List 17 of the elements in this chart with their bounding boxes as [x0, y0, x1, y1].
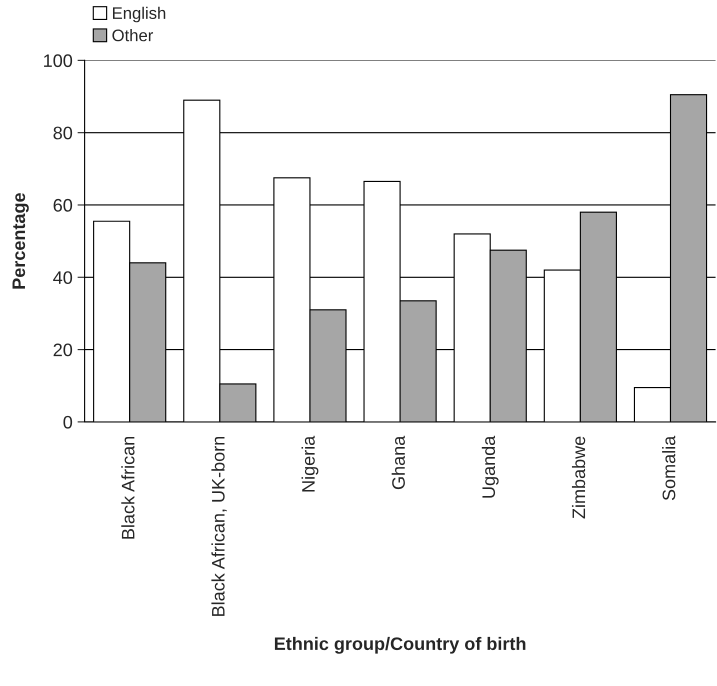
y-tick-label: 100 [44, 54, 72, 68]
x-tick-label: Black African, UK-born [211, 436, 227, 616]
x-tick-label: Uganda [482, 436, 499, 498]
y-tick-label: 80 [54, 126, 72, 140]
x-tick-label: Black African [121, 436, 135, 539]
y-tick-label: 20 [54, 344, 72, 356]
x-tick-label: Nigeria [302, 436, 318, 492]
legend-label: Other [112, 29, 154, 42]
y-tick-label: 40 [53, 271, 72, 284]
x-axis-title: Ethnic group/Country of birth [274, 636, 526, 654]
y-axis-title: Percentage [12, 193, 29, 289]
y-tick-label: 0 [63, 416, 72, 429]
x-tick-label: Somalia [662, 436, 676, 500]
legend-label: English [112, 6, 166, 22]
y-tick-label: 60 [54, 198, 72, 212]
x-tick-label: Ghana [392, 436, 405, 490]
x-tick-label: Zimbabwe [572, 436, 586, 518]
